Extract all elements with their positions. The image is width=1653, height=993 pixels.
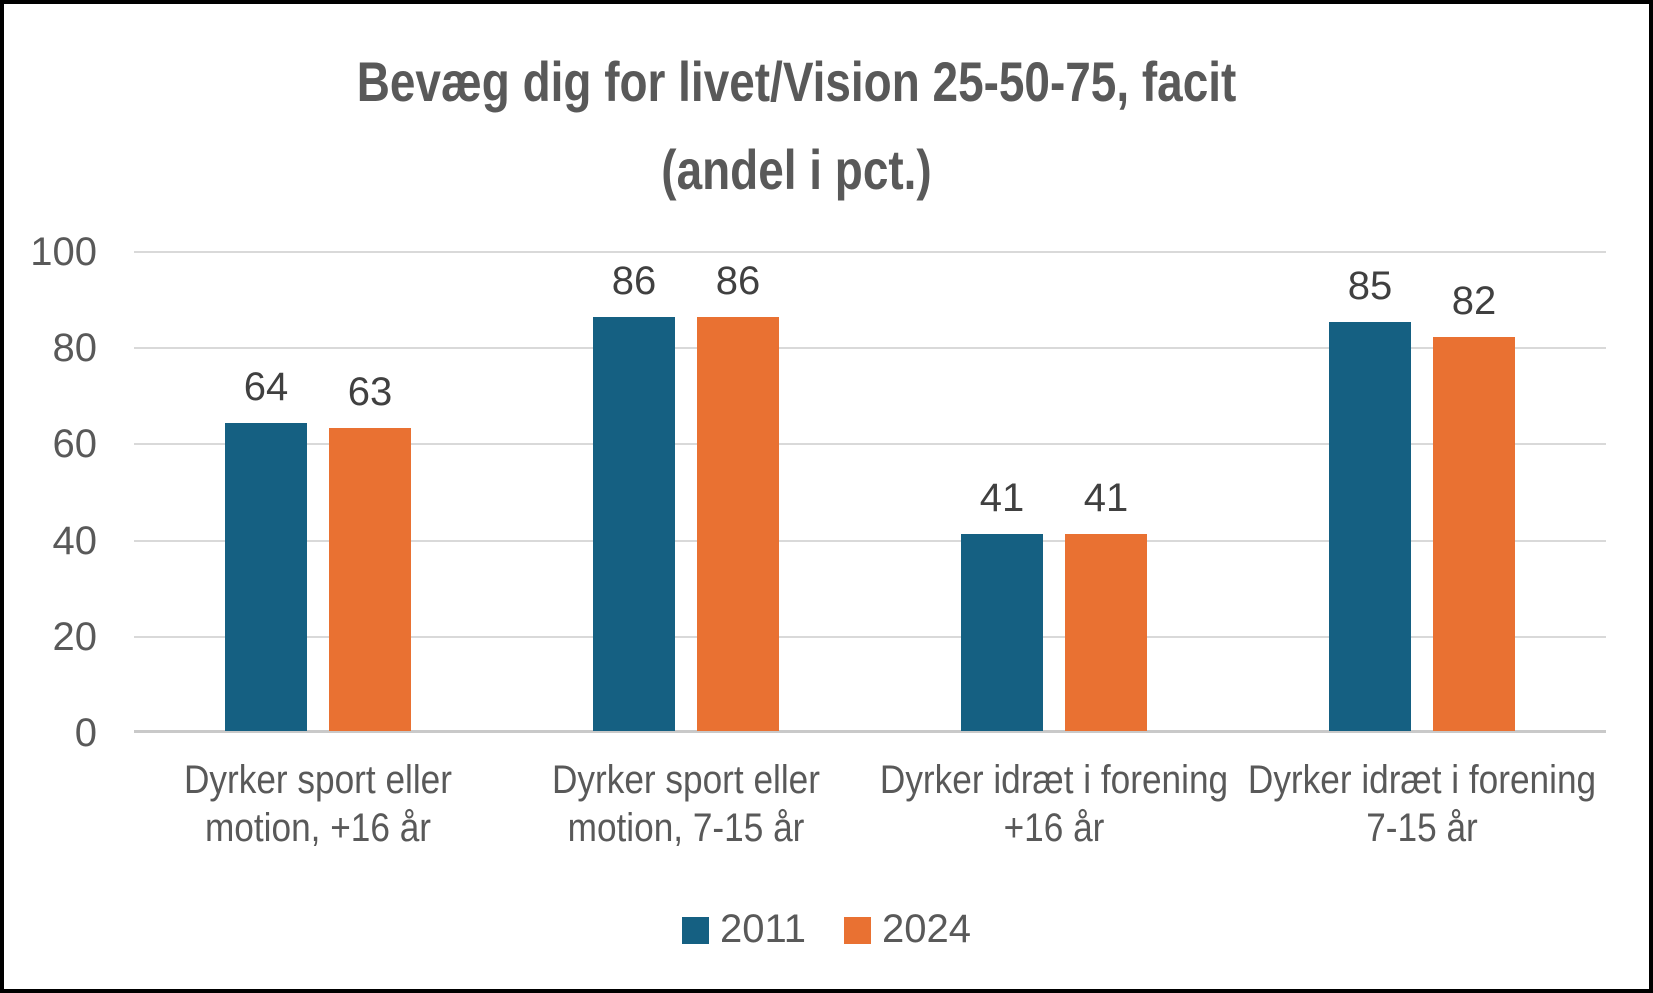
category-label-line: Dyrker idræt i forening <box>879 758 1229 802</box>
category-label-line: Dyrker sport eller <box>552 758 820 802</box>
bar-2024-group-4: 82 <box>1433 279 1515 731</box>
category-label-4: Dyrker idræt i forening 7-15 år <box>1202 756 1642 852</box>
y-tick-label-60: 60 <box>52 422 98 466</box>
category-label-line: motion, 7-15 år <box>567 806 805 850</box>
y-tick-label-80: 80 <box>52 326 98 370</box>
bar-2024-group-1: 63 <box>329 370 411 731</box>
gridline-100 <box>134 251 1606 253</box>
bar-2024-group-2: 86 <box>697 259 779 731</box>
bar-2011-group-2: 86 <box>593 259 675 731</box>
x-axis-line <box>134 730 1606 733</box>
bar-value-label-2011-group-4: 85 <box>1347 264 1393 308</box>
gridline-40 <box>134 540 1606 542</box>
bar-value-label-2024-group-2: 86 <box>715 259 761 303</box>
category-label-2: Dyrker sport eller motion, 7-15 år <box>466 756 906 852</box>
y-tick-label-0: 0 <box>74 711 97 755</box>
bar-2011-group-3: 41 <box>961 476 1043 731</box>
bar-value-label-2024-group-4: 82 <box>1451 279 1497 323</box>
category-label-line: +16 år <box>1003 806 1105 850</box>
gridline-20 <box>134 636 1606 638</box>
gridline-80 <box>134 347 1606 349</box>
legend-item-2011: 2011 <box>682 907 806 951</box>
bar-value-label-2024-group-3: 41 <box>1083 476 1129 520</box>
category-label-line: Dyrker idræt i forening <box>1247 758 1597 802</box>
bar-value-label-2011-group-2: 86 <box>611 259 657 303</box>
category-label-1: Dyrker sport eller motion, +16 år <box>98 756 538 852</box>
legend-label-2011: 2011 <box>720 907 807 951</box>
category-label-3: Dyrker idræt i forening +16 år <box>834 756 1274 852</box>
y-tick-label-20: 20 <box>52 615 98 659</box>
gridline-60 <box>134 443 1606 445</box>
legend: 2011 2024 <box>4 907 1649 951</box>
bar-2011-group-4: 85 <box>1329 264 1411 731</box>
y-tick-label-40: 40 <box>52 519 98 563</box>
chart-title-line-2: (andel i pct.) <box>661 138 932 201</box>
bar-value-label-2024-group-1: 63 <box>347 370 393 414</box>
bar-value-label-2011-group-1: 64 <box>243 365 289 409</box>
plot-area: 0 20 40 60 80 100 64 63 Dyrker sport eller motion… <box>30 230 1606 850</box>
bar-2011-group-1: 64 <box>225 365 307 731</box>
category-label-line: 7-15 år <box>1366 806 1478 850</box>
legend-swatch-2011 <box>682 917 709 944</box>
chart-title: Bevæg dig for livet/Vision 25-50-75, fac… <box>147 38 1447 214</box>
legend-item-2024: 2024 <box>844 907 971 951</box>
category-label-line: Dyrker sport eller <box>184 758 452 802</box>
bar-value-label-2011-group-3: 41 <box>979 476 1025 520</box>
y-tick-label-100: 100 <box>30 230 97 274</box>
legend-label-2024: 2024 <box>882 907 971 951</box>
bar-2024-group-3: 41 <box>1065 476 1147 731</box>
legend-swatch-2024 <box>844 917 872 944</box>
category-label-line: motion, +16 år <box>204 806 431 850</box>
chart-title-line-1: Bevæg dig for livet/Vision 25-50-75, fac… <box>356 50 1237 113</box>
